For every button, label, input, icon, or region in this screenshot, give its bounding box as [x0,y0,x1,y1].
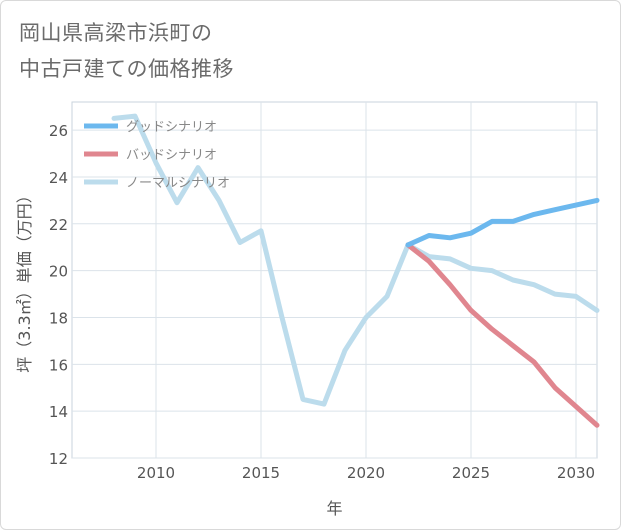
chart-title-line-2: 中古戸建ての価格推移 [19,57,234,81]
y-tick-label: 18 [49,309,68,327]
y-tick-label: 24 [49,169,68,187]
legend-label: グッドシナリオ [126,120,217,135]
y-axis-label: 坪（3.3㎡）単価（万円） [15,187,34,372]
tick-labels: 12 14 16 18 20 22 24 26 2010 2015 2020 2025 2030 [49,122,595,482]
y-tick-label: 16 [49,356,68,374]
chart-title-line-1: 岡山県高梁市浜町の [19,21,213,45]
x-tick-label: 2030 [557,464,595,482]
legend-label: バッドシナリオ [126,148,217,163]
x-tick-label: 2025 [452,464,490,482]
series-lines [111,113,600,428]
x-tick-label: 2010 [137,464,175,482]
y-tick-label: 12 [49,450,68,468]
chart-title: 岡山県高梁市浜町の 中古戸建ての価格推移 [19,15,234,87]
series-line-2 [111,113,600,407]
y-tick-label: 22 [49,216,68,234]
series-line-1 [405,242,600,428]
x-axis-label: 年 [326,499,342,518]
y-tick-label: 26 [49,122,68,140]
x-tick-label: 2015 [242,464,280,482]
legend-label: ノーマルシナリオ [126,176,230,191]
x-tick-label: 2020 [347,464,385,482]
y-tick-label: 20 [49,263,68,281]
y-tick-label: 14 [49,403,68,421]
series-line-0 [405,197,600,248]
